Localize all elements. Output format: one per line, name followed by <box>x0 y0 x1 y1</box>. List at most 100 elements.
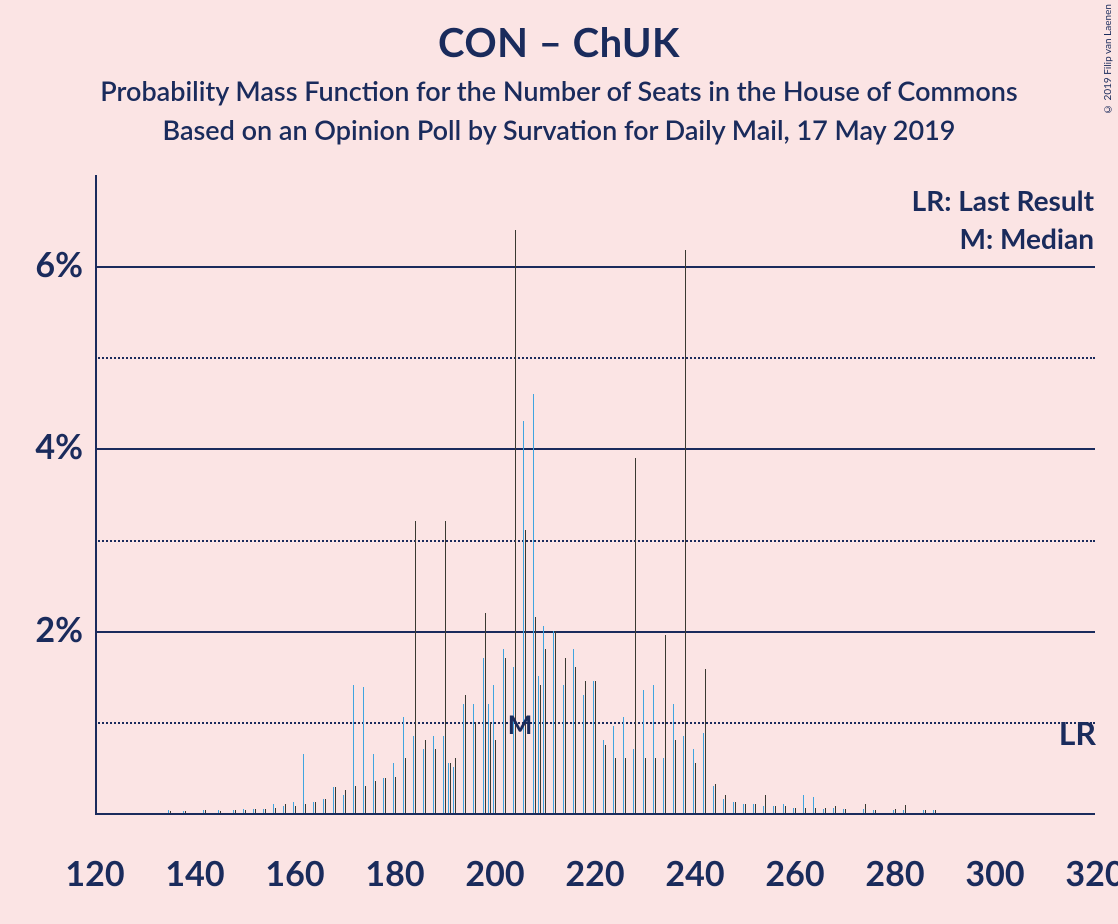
bar-series-b <box>665 635 667 813</box>
bar-series-b <box>220 811 222 813</box>
x-axis <box>95 813 1095 815</box>
gridline-major <box>95 448 1095 450</box>
bar-series-b <box>365 786 367 813</box>
bar-series-b <box>185 811 187 813</box>
bar-series-b <box>285 804 287 813</box>
plot-canvas <box>95 175 1095 813</box>
bar-series-b <box>645 758 647 813</box>
bar-series-b <box>705 669 707 813</box>
gridline-minor <box>95 357 1095 359</box>
bar-series-b <box>565 658 567 813</box>
bar-series-b <box>755 804 757 813</box>
bar-series-b <box>385 778 387 813</box>
bar-series-b <box>525 530 527 813</box>
bar-series-b <box>745 804 747 813</box>
x-tick-label: 200 <box>465 853 524 894</box>
bar-series-b <box>715 784 717 813</box>
bar-series-b <box>325 799 327 813</box>
bar-series-b <box>335 787 337 813</box>
chart-subtitle-1: Probability Mass Function for the Number… <box>0 74 1118 107</box>
bar-series-b <box>405 758 407 813</box>
bar-series-b <box>235 810 237 813</box>
bar-series-b <box>865 804 867 813</box>
bar-series-b <box>675 740 677 813</box>
x-tick-label: 140 <box>165 853 224 894</box>
bar-series-b <box>275 808 277 813</box>
bar-series-b <box>245 810 247 813</box>
x-tick-label: 320 <box>1065 853 1118 894</box>
bar-series-b <box>375 781 377 813</box>
bar-series-b <box>925 810 927 813</box>
y-tick-label: 4% <box>13 426 83 467</box>
x-tick-label: 240 <box>665 853 724 894</box>
bar-series-b <box>315 802 317 813</box>
bar-series-b <box>435 749 437 813</box>
bar-series-b <box>555 631 557 813</box>
chart-container: CON – ChUK Probability Mass Function for… <box>0 0 1118 924</box>
bar-series-b <box>805 808 807 813</box>
bar-series-b <box>625 758 627 813</box>
y-axis <box>95 175 97 813</box>
bar-series-b <box>485 613 487 814</box>
median-marker: M <box>508 708 533 740</box>
bar-series-b <box>635 458 637 813</box>
bar-series-b <box>540 685 542 813</box>
bar-series-b <box>545 649 547 813</box>
gridline-major <box>95 266 1095 268</box>
bar-series-b <box>505 658 507 813</box>
plot-area <box>95 175 1095 813</box>
bar-series-b <box>685 250 687 813</box>
bar-series-b <box>445 521 447 813</box>
y-tick-label: 6% <box>13 244 83 285</box>
x-tick-label: 180 <box>365 853 424 894</box>
bar-series-b <box>475 722 477 813</box>
bar-series-b <box>905 805 907 813</box>
chart-subtitle-2: Based on an Opinion Poll by Survation fo… <box>0 113 1118 146</box>
bar-series-b <box>425 740 427 813</box>
y-tick-label: 2% <box>13 609 83 650</box>
bar-series-b <box>845 809 847 813</box>
bar-series-b <box>605 745 607 813</box>
x-tick-label: 160 <box>265 853 324 894</box>
bar-series-b <box>815 808 817 813</box>
bar-series-b <box>495 740 497 813</box>
gridline-minor <box>95 540 1095 542</box>
x-tick-label: 280 <box>865 853 924 894</box>
bar-series-b <box>775 806 777 813</box>
bar-series-b <box>835 806 837 813</box>
bar-series-b <box>490 722 492 813</box>
bar-series-b <box>465 695 467 813</box>
last-result-marker: LR <box>1059 713 1096 752</box>
bar-series-b <box>265 809 267 813</box>
bar-series-b <box>765 795 767 813</box>
bar-series-b <box>305 804 307 813</box>
bar-series-b <box>355 786 357 813</box>
bar-series-b <box>785 806 787 813</box>
bar-series-b <box>735 802 737 813</box>
bar-series-b <box>795 808 797 813</box>
bar-series-b <box>255 809 257 813</box>
bar-series-b <box>695 763 697 813</box>
bar-series-b <box>595 681 597 813</box>
bar-series-b <box>395 777 397 813</box>
bar-series-b <box>345 790 347 813</box>
bar-series-b <box>295 806 297 813</box>
bar-series-b <box>935 810 937 813</box>
bar-series-b <box>415 521 417 813</box>
bar-series-b <box>615 758 617 813</box>
bar-series-b <box>205 810 207 813</box>
x-tick-label: 120 <box>65 853 124 894</box>
bar-series-b <box>450 763 452 813</box>
bar-series-b <box>725 795 727 813</box>
bar-series-b <box>170 811 172 813</box>
bar-series-b <box>585 681 587 813</box>
chart-title: CON – ChUK <box>0 0 1118 66</box>
gridline-major <box>95 631 1095 633</box>
x-tick-label: 220 <box>565 853 624 894</box>
bar-series-b <box>825 808 827 813</box>
x-tick-label: 260 <box>765 853 824 894</box>
bar-series-b <box>455 758 457 813</box>
bar-series-b <box>875 810 877 813</box>
bar-series-b <box>655 758 657 813</box>
bar-series-b <box>895 809 897 813</box>
